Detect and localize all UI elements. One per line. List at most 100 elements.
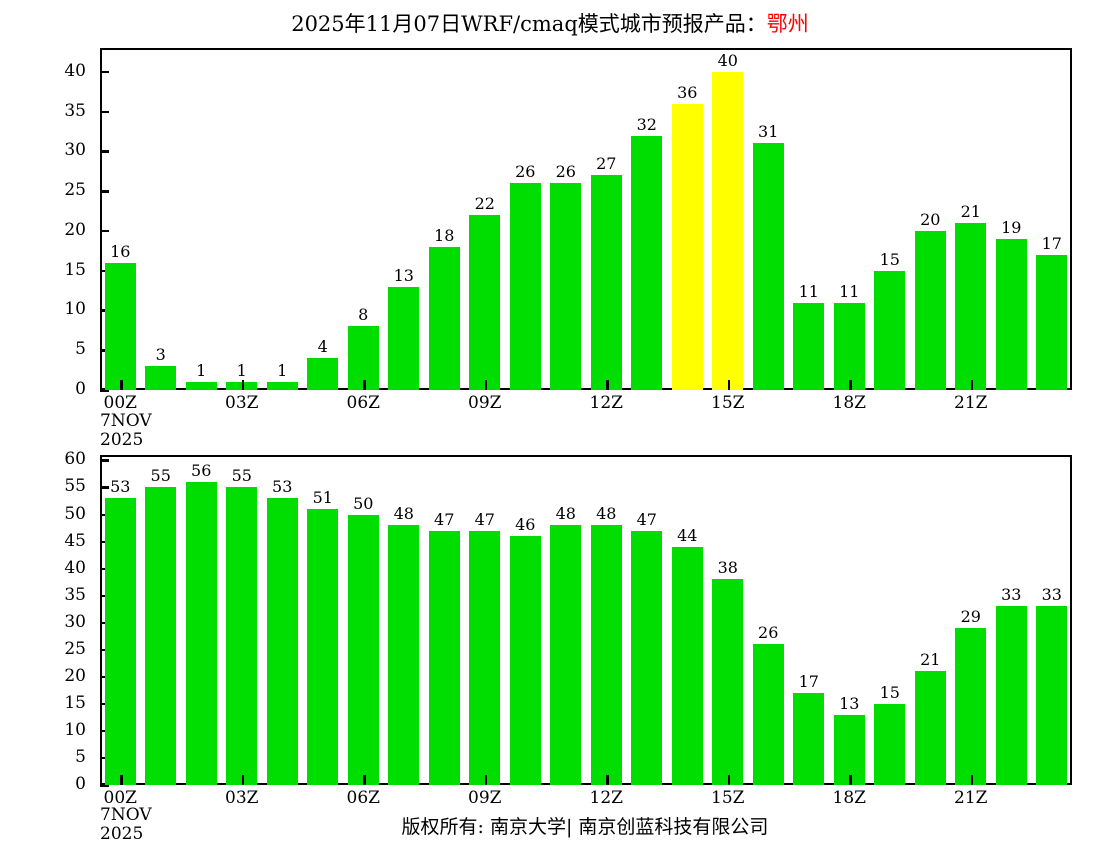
bar-series-pm25: 16 3 1 1 1 4 8 13 18 22 26 26 27 32 36 40 31 11 11 15 20 21 19… [100, 48, 1072, 390]
bar[interactable] [550, 525, 582, 785]
bar[interactable] [914, 230, 946, 390]
bar-slot: 3 [140, 48, 180, 390]
bar[interactable] [266, 382, 298, 390]
bar[interactable] [469, 530, 501, 785]
bar-value-label: 33 [1001, 585, 1022, 605]
bar[interactable] [590, 175, 622, 390]
bar-value-label: 18 [434, 225, 455, 245]
bar[interactable] [509, 536, 541, 785]
bar[interactable] [955, 628, 987, 785]
bar-value-label: 48 [393, 504, 414, 524]
bar[interactable] [671, 103, 703, 390]
bar[interactable] [833, 302, 865, 390]
bar[interactable] [226, 487, 258, 785]
y-tick-mark [100, 513, 109, 517]
x-tick-mark [606, 380, 609, 390]
title-main-text: 2025年11月07日WRF/cmaq模式城市预报产品： [291, 12, 767, 36]
bar-slot: 15 [870, 455, 910, 785]
bar-slot: 56 [181, 455, 221, 785]
bar[interactable] [712, 71, 744, 390]
bar[interactable] [145, 487, 177, 785]
bar[interactable] [631, 530, 663, 785]
bar[interactable] [104, 498, 136, 785]
bar-value-label: 21 [960, 201, 981, 221]
bar-slot: 26 [748, 455, 788, 785]
bar[interactable] [631, 135, 663, 390]
bar[interactable] [185, 482, 217, 785]
bar-slot: 53 [100, 455, 140, 785]
bar[interactable] [590, 525, 622, 785]
origin-date-line1: 7NOV [100, 805, 152, 825]
y-tick-label: 10 [64, 719, 86, 740]
bar[interactable] [509, 183, 541, 390]
bar[interactable] [1036, 254, 1068, 390]
bar-slot: 21 [951, 48, 991, 390]
bar-value-label: 32 [636, 114, 657, 134]
bar-value-label: 53 [272, 477, 293, 497]
x-tick-mark [849, 380, 852, 390]
bar[interactable] [833, 714, 865, 785]
bar[interactable] [469, 215, 501, 390]
bar-slot: 13 [829, 455, 869, 785]
bar-slot: 22 [465, 48, 505, 390]
bar[interactable] [874, 270, 906, 390]
x-axis-origin-date-pm25: 7NOV 2025 [100, 412, 152, 450]
bar[interactable] [752, 143, 784, 390]
bar[interactable] [388, 286, 420, 390]
bar[interactable] [307, 509, 339, 785]
x-tick-label: 12Z [589, 393, 623, 413]
bar-slot: 44 [667, 455, 707, 785]
bar-value-label: 4 [317, 337, 328, 357]
bar[interactable] [995, 238, 1027, 390]
y-tick-label: 35 [64, 584, 86, 605]
bar[interactable] [266, 498, 298, 785]
x-tick-mark [970, 775, 974, 785]
bar-value-label: 17 [1041, 233, 1062, 253]
y-tick-label: 55 [64, 476, 86, 497]
bar-value-label: 22 [474, 194, 495, 214]
y-tick-mark [100, 729, 109, 733]
bar[interactable] [185, 382, 217, 390]
bar[interactable] [104, 262, 136, 390]
y-tick-label: 20 [64, 219, 86, 240]
bar[interactable] [995, 606, 1027, 785]
bar-slot: 32 [627, 48, 667, 390]
bar-value-label: 11 [798, 281, 819, 301]
bar[interactable] [388, 525, 420, 785]
bar[interactable] [874, 703, 906, 785]
bar-value-label: 29 [960, 607, 981, 627]
y-tick-label: 45 [64, 530, 86, 551]
x-tick-mark [970, 380, 974, 390]
bar[interactable] [955, 222, 987, 390]
bar[interactable] [550, 183, 582, 390]
bar-value-label: 17 [798, 672, 819, 692]
bar[interactable] [307, 358, 339, 390]
bar[interactable] [712, 579, 744, 785]
bar-slot: 18 [424, 48, 464, 390]
bar-value-label: 56 [191, 461, 212, 481]
bar[interactable] [428, 530, 460, 785]
y-tick-mark [100, 756, 109, 760]
x-tick-label: 00Z [103, 788, 137, 808]
bar[interactable] [226, 382, 258, 390]
bar-slot: 47 [424, 455, 464, 785]
bar[interactable] [347, 514, 379, 785]
x-tick-label: 03Z [225, 393, 259, 413]
bar[interactable] [428, 246, 460, 390]
bar[interactable] [752, 644, 784, 785]
chart-panel-ozone: 0 5 10 15 20 25 30 35 40 45 50 55 60 53 55 56 55 53 51 50 4… [64, 449, 1072, 808]
bar-value-label: 47 [636, 509, 657, 529]
bar[interactable] [793, 693, 825, 785]
bar[interactable] [671, 546, 703, 785]
bar[interactable] [347, 326, 379, 390]
x-axis-origin-date-ozone: 7NOV 2025 [100, 806, 152, 844]
bar[interactable] [145, 366, 177, 390]
y-tick-mark [100, 486, 109, 489]
bar[interactable] [914, 671, 946, 785]
y-tick-mark [100, 621, 109, 625]
bar[interactable] [1036, 606, 1068, 785]
y-tick-label: 40 [64, 557, 86, 578]
bar-slot: 46 [505, 455, 545, 785]
bar-slot: 15 [870, 48, 910, 390]
bar[interactable] [793, 302, 825, 390]
